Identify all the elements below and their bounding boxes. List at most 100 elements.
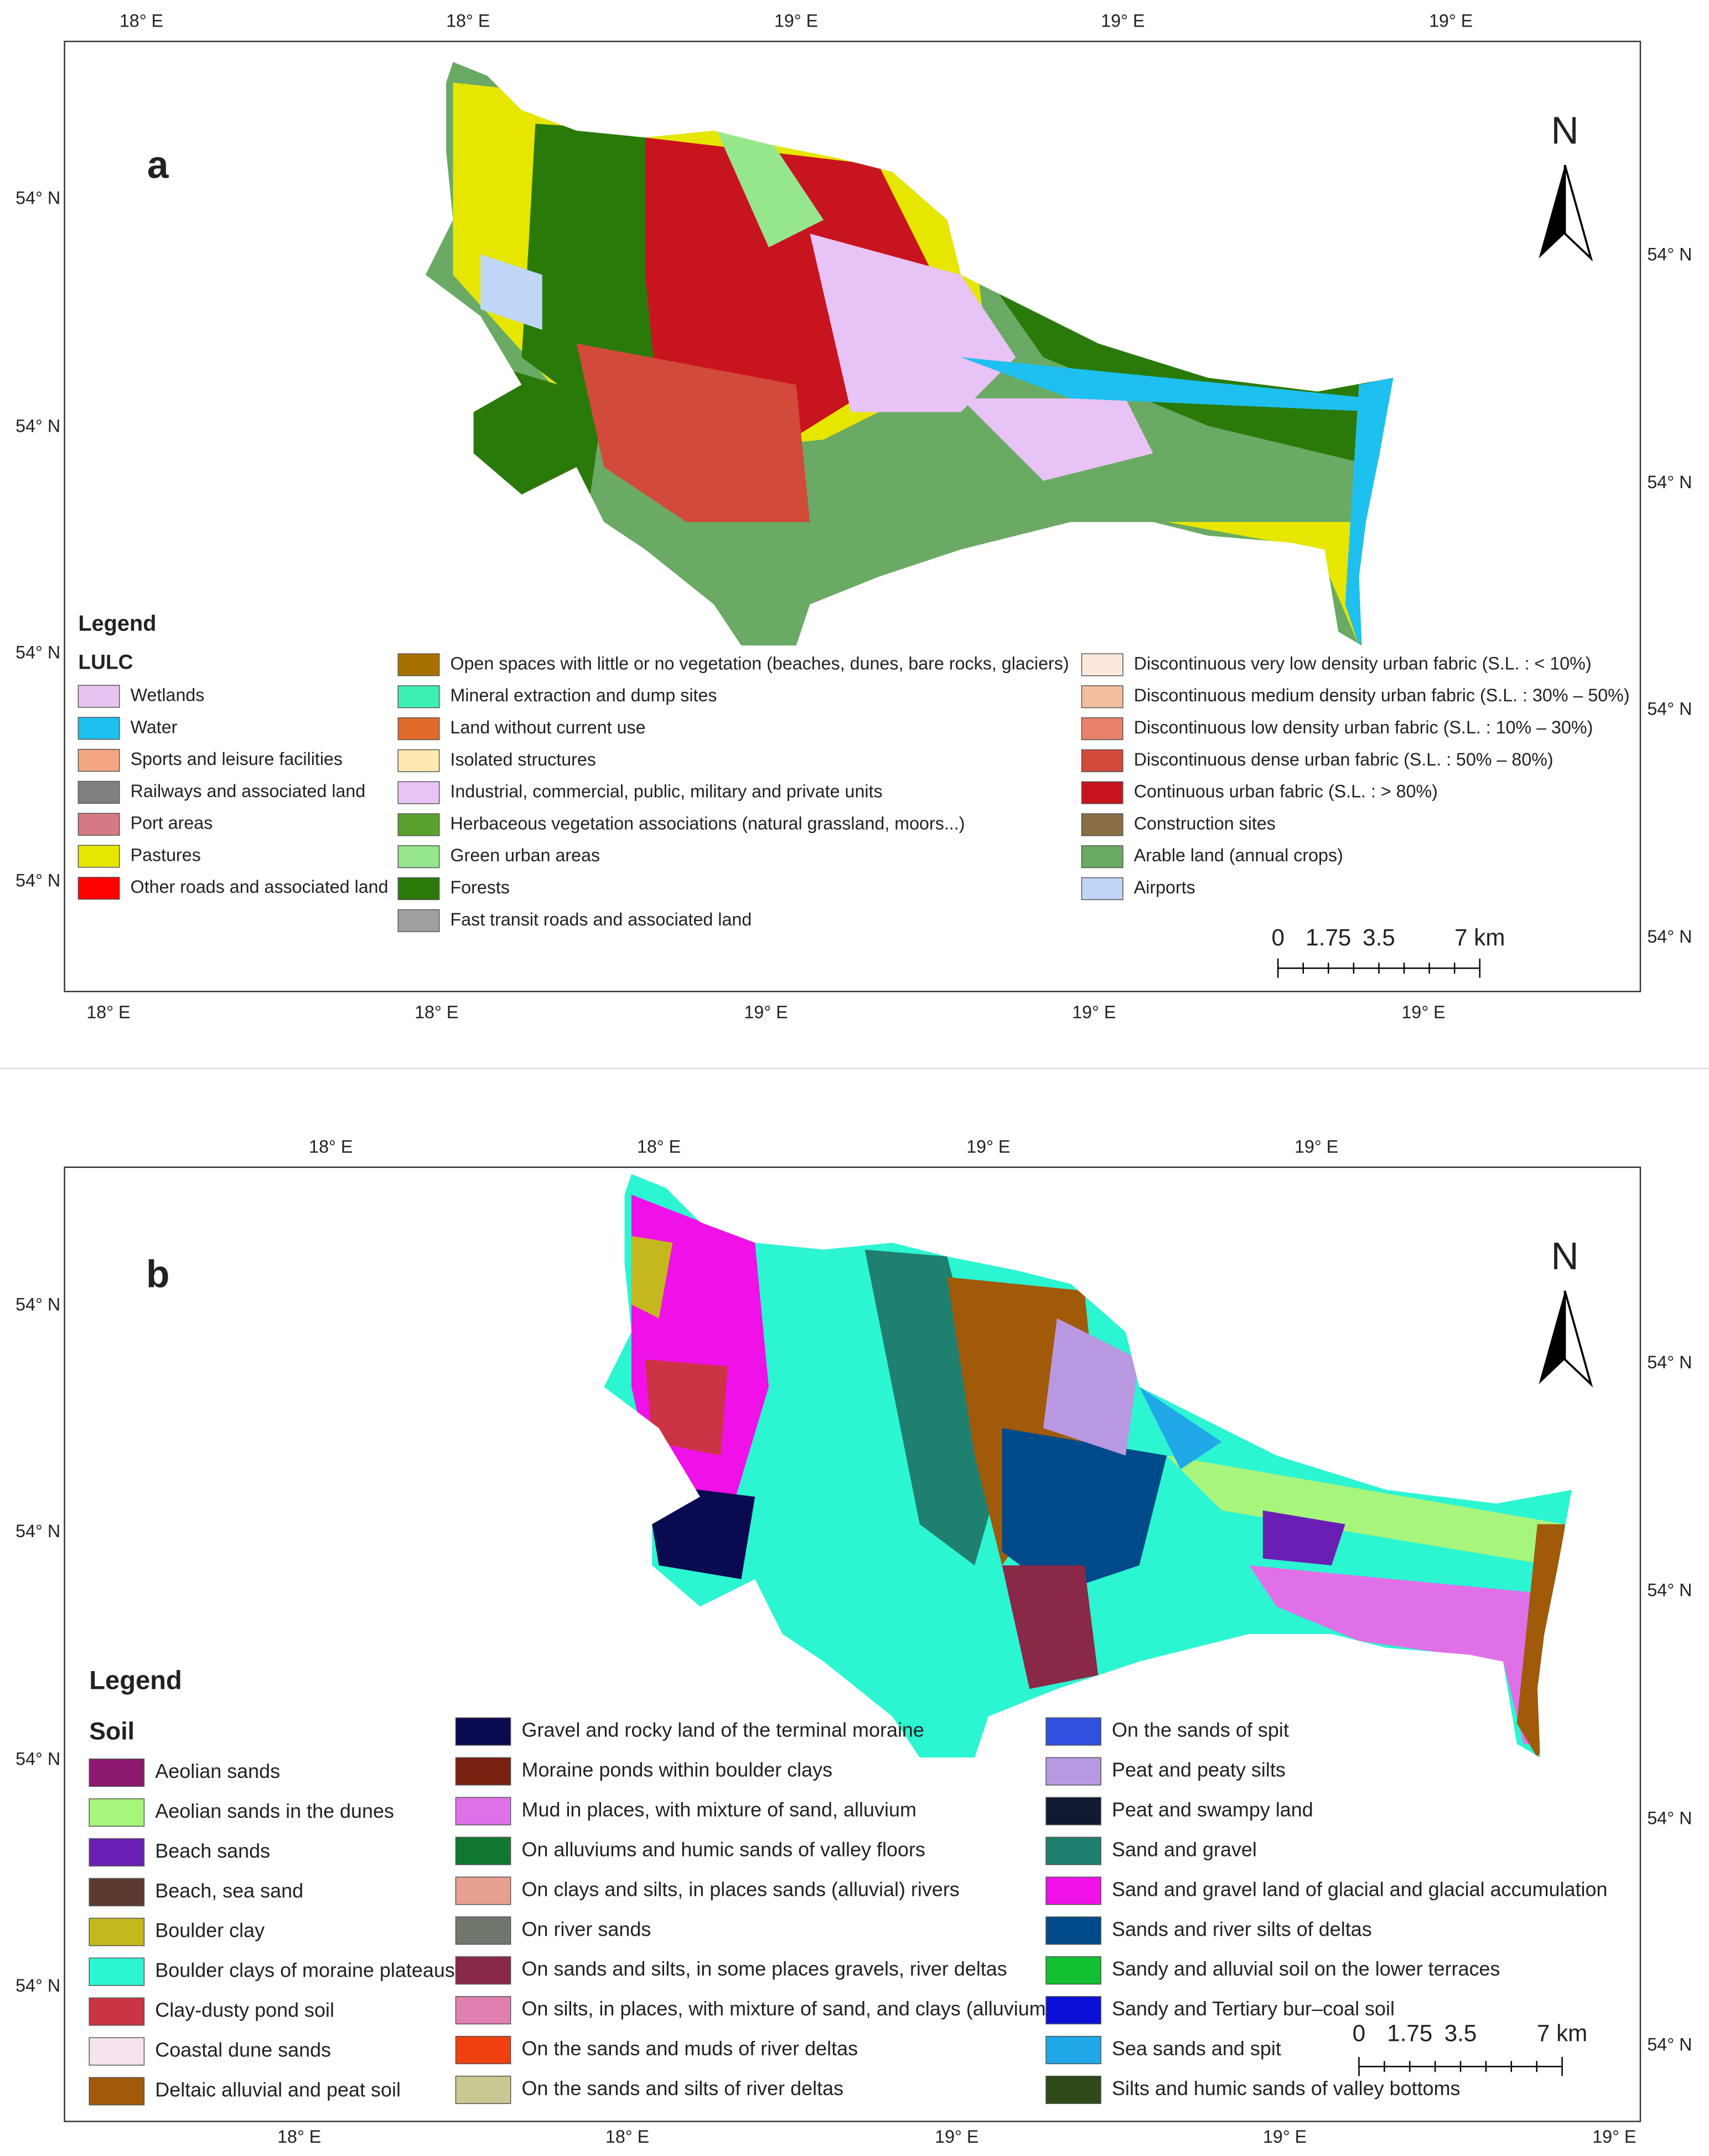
lon-label: 18° E: [277, 2127, 321, 2147]
lulc-map: [425, 62, 1394, 646]
legend-label: Sandy and alluvial soil on the lower ter…: [1112, 1957, 1500, 1980]
legend-swatch: [89, 2077, 145, 2106]
legend-swatch: [1045, 2036, 1101, 2065]
lon-label: 19° E: [1429, 11, 1473, 31]
legend-label: Discontinuous medium density urban fabri…: [1134, 685, 1630, 705]
legend-label: Deltaic alluvial and peat soil: [155, 2078, 401, 2101]
scale-label: 1.75: [1387, 2020, 1432, 2046]
legend-label: Open spaces with little or no vegetation…: [450, 653, 1069, 673]
legend-swatch: [397, 845, 440, 868]
legend-label: Coastal dune sands: [155, 2039, 331, 2061]
lon-label: 18° E: [120, 11, 163, 31]
legend-swatch: [77, 685, 120, 708]
legend-swatch: [455, 1797, 511, 1826]
legend-swatch: [89, 1838, 145, 1867]
legend-label: Boulder clays of moraine plateaus: [155, 1959, 455, 1982]
lat-label: 54° N: [15, 1295, 60, 1315]
legend-label: Clay-dusty pond soil: [155, 1999, 334, 2021]
legend-swatch: [1081, 845, 1123, 868]
legend-swatch: [397, 749, 440, 772]
legend-swatch: [1045, 2075, 1101, 2105]
legend-swatch: [1081, 653, 1123, 676]
legend-label: Airports: [1134, 877, 1195, 897]
legend-label: Discontinuous low density urban fabric (…: [1134, 717, 1593, 737]
scale-label: 7 km: [1454, 924, 1505, 950]
legend-subtitle: LULC: [78, 650, 133, 673]
legend-swatch: [397, 717, 440, 741]
scale-label: 1.75: [1306, 924, 1351, 950]
legend-swatch: [1045, 1996, 1101, 2025]
legend-label: Water: [131, 717, 178, 737]
legend-label: On clays and silts, in places sands (all…: [522, 1878, 960, 1900]
legend-label: Green urban areas: [450, 845, 600, 865]
lon-label: 18° E: [415, 1002, 458, 1022]
legend-label: Boulder clay: [155, 1919, 265, 1942]
legend-swatch: [1045, 1837, 1101, 1865]
legend-label: Beach, sea sand: [155, 1879, 303, 1902]
lat-label: 54° N: [1647, 699, 1692, 718]
legend-swatch: [397, 909, 440, 932]
legend-swatch: [397, 813, 440, 836]
legend-swatch: [455, 1916, 511, 1945]
lat-label: 54° N: [15, 870, 60, 890]
lon-label: 18° E: [605, 2127, 649, 2147]
legend-swatch: [397, 781, 440, 804]
lat-label: 54° N: [1647, 927, 1692, 947]
lat-label: 54° N: [15, 1749, 60, 1769]
legend-label: Port areas: [131, 813, 213, 833]
legend-swatch: [1045, 1876, 1101, 1905]
panel-label: a: [147, 143, 169, 186]
scale-label: 0: [1353, 2020, 1365, 2046]
panel-label: b: [146, 1252, 169, 1295]
legend-swatch: [77, 845, 120, 868]
legend-swatch: [89, 2037, 145, 2066]
legend-swatch: [89, 1997, 145, 2026]
legend-swatch: [77, 780, 120, 804]
legend-swatch: [1081, 685, 1123, 709]
map-frame: [64, 40, 1641, 992]
legend-label: Isolated structures: [450, 749, 596, 769]
legend-label: Arable land (annual crops): [1134, 845, 1343, 865]
legend-swatch: [77, 813, 120, 836]
lon-label: 19° E: [1294, 1137, 1338, 1157]
scale-label: 3.5: [1363, 924, 1395, 950]
legend-swatch: [1045, 1757, 1101, 1786]
lat-label: 54° N: [1647, 1808, 1692, 1828]
legend-swatch: [397, 877, 440, 901]
lat-label: 54° N: [15, 188, 60, 208]
lon-label: 19° E: [774, 11, 818, 31]
legend-swatch: [1045, 1797, 1101, 1826]
legend-label: Pastures: [131, 845, 201, 865]
legend-swatch: [89, 1758, 145, 1787]
legend-swatch: [1081, 717, 1123, 741]
legend-title: Legend: [89, 1665, 182, 1694]
lat-label: 54° N: [1647, 244, 1692, 264]
legend-label: Beach sands: [155, 1839, 270, 1862]
scale-label: 3.5: [1444, 2020, 1477, 2046]
legend-label: On silts, in places, with mixture of san…: [522, 1997, 1053, 2020]
north-label: N: [1551, 108, 1578, 152]
legend-label: Silts and humic sands of valley bottoms: [1112, 2077, 1460, 2100]
legend-label: Sand and gravel: [1112, 1838, 1257, 1860]
legend-label: On the sands and silts of river deltas: [522, 2077, 844, 2100]
lat-label: 54° N: [1647, 1580, 1692, 1600]
legend-swatch: [455, 2075, 511, 2105]
legend-label: Aeolian sands: [155, 1760, 280, 1782]
lat-label: 54° N: [15, 1521, 60, 1541]
legend-swatch: [77, 748, 120, 772]
map-frame: [64, 1166, 1641, 2122]
lon-label: 19° E: [966, 1137, 1010, 1157]
legend-swatch: [89, 1798, 145, 1827]
legend-label: On alluviums and humic sands of valley f…: [522, 1838, 925, 1860]
legend-label: Peat and swampy land: [1112, 1798, 1313, 1821]
lon-label: 19° E: [1592, 2127, 1636, 2147]
legend-title: Legend: [78, 611, 156, 635]
legend-label: Aeolian sands in the dunes: [155, 1800, 394, 1822]
legend-swatch: [1081, 813, 1123, 836]
legend-label: Continuous urban fabric (S.L. : > 80%): [1134, 782, 1438, 802]
legend-label: Forests: [450, 877, 510, 897]
legend-label: Sand and gravel land of glacial and glac…: [1112, 1878, 1607, 1900]
lon-label: 19° E: [1101, 11, 1144, 31]
lon-label: 18° E: [86, 1002, 130, 1022]
